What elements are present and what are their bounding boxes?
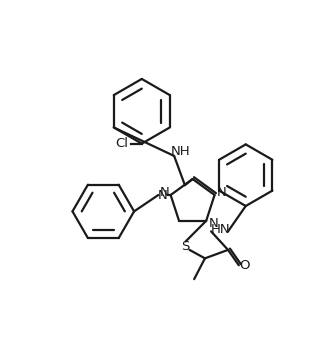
Text: NH: NH (171, 145, 191, 158)
Text: O: O (240, 259, 250, 272)
Text: S: S (181, 240, 190, 253)
Text: N: N (158, 188, 168, 202)
Text: N: N (216, 186, 226, 199)
Text: HN: HN (211, 223, 230, 236)
Text: N: N (160, 186, 169, 199)
Text: Cl: Cl (115, 137, 128, 150)
Text: N: N (209, 217, 219, 229)
